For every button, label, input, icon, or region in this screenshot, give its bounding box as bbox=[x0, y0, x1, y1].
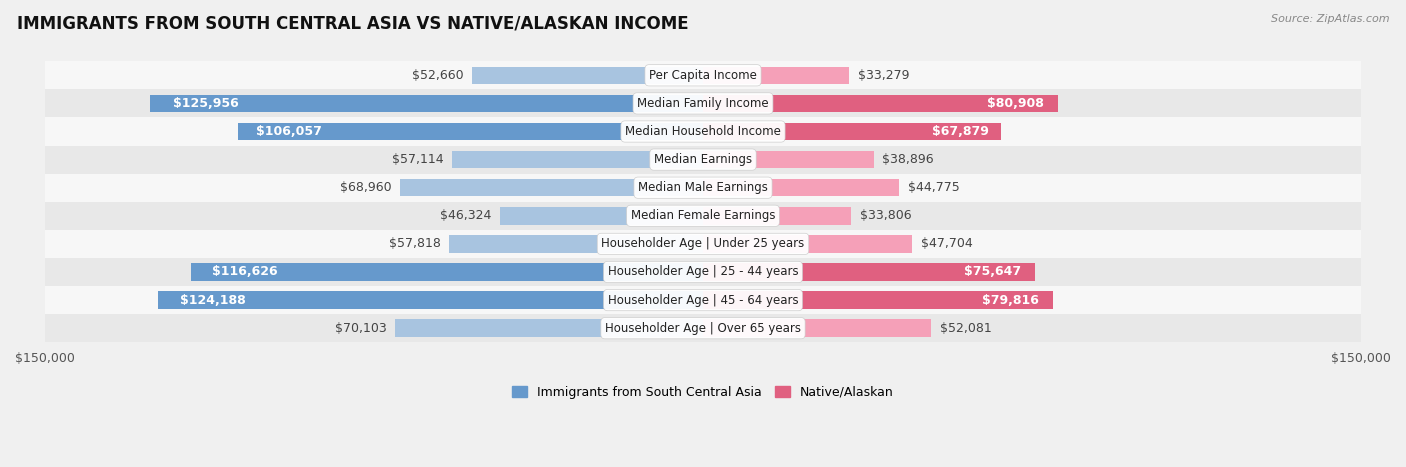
Bar bbox=[499, 207, 703, 225]
Text: Median Male Earnings: Median Male Earnings bbox=[638, 181, 768, 194]
Text: $38,896: $38,896 bbox=[883, 153, 934, 166]
Bar bbox=[401, 179, 703, 197]
Bar bbox=[191, 263, 703, 281]
Text: $70,103: $70,103 bbox=[335, 322, 387, 335]
Bar bbox=[703, 319, 932, 337]
Bar bbox=[703, 207, 851, 225]
Text: $46,324: $46,324 bbox=[440, 209, 491, 222]
Text: $75,647: $75,647 bbox=[965, 265, 1022, 278]
Text: Median Household Income: Median Household Income bbox=[626, 125, 780, 138]
Bar bbox=[703, 123, 1001, 140]
Text: $44,775: $44,775 bbox=[908, 181, 960, 194]
Text: Median Family Income: Median Family Income bbox=[637, 97, 769, 110]
Text: $116,626: $116,626 bbox=[212, 265, 277, 278]
Bar bbox=[45, 286, 1361, 314]
Text: $52,081: $52,081 bbox=[941, 322, 993, 335]
Bar bbox=[450, 235, 703, 253]
Text: $124,188: $124,188 bbox=[180, 294, 246, 307]
Bar bbox=[703, 263, 1035, 281]
Bar bbox=[703, 235, 912, 253]
Text: $125,956: $125,956 bbox=[173, 97, 238, 110]
Bar bbox=[45, 146, 1361, 174]
Text: Householder Age | 45 - 64 years: Householder Age | 45 - 64 years bbox=[607, 294, 799, 307]
Text: $68,960: $68,960 bbox=[340, 181, 392, 194]
Text: $57,818: $57,818 bbox=[388, 237, 440, 250]
Text: Source: ZipAtlas.com: Source: ZipAtlas.com bbox=[1271, 14, 1389, 24]
Text: Householder Age | Over 65 years: Householder Age | Over 65 years bbox=[605, 322, 801, 335]
Bar bbox=[45, 258, 1361, 286]
Text: $79,816: $79,816 bbox=[983, 294, 1039, 307]
Bar bbox=[238, 123, 703, 140]
Bar bbox=[45, 61, 1361, 89]
Text: $106,057: $106,057 bbox=[256, 125, 322, 138]
Text: Median Earnings: Median Earnings bbox=[654, 153, 752, 166]
Legend: Immigrants from South Central Asia, Native/Alaskan: Immigrants from South Central Asia, Nati… bbox=[508, 381, 898, 404]
Text: $33,279: $33,279 bbox=[858, 69, 910, 82]
Bar bbox=[703, 95, 1057, 112]
Bar bbox=[150, 95, 703, 112]
Bar bbox=[159, 291, 703, 309]
Text: $80,908: $80,908 bbox=[987, 97, 1043, 110]
Text: $47,704: $47,704 bbox=[921, 237, 973, 250]
Bar bbox=[45, 230, 1361, 258]
Bar bbox=[45, 314, 1361, 342]
Bar bbox=[45, 117, 1361, 146]
Bar bbox=[703, 151, 873, 168]
Text: $67,879: $67,879 bbox=[932, 125, 988, 138]
Text: Median Female Earnings: Median Female Earnings bbox=[631, 209, 775, 222]
Text: $33,806: $33,806 bbox=[860, 209, 911, 222]
Bar bbox=[45, 202, 1361, 230]
Bar bbox=[703, 179, 900, 197]
Bar bbox=[45, 89, 1361, 117]
Text: IMMIGRANTS FROM SOUTH CENTRAL ASIA VS NATIVE/ALASKAN INCOME: IMMIGRANTS FROM SOUTH CENTRAL ASIA VS NA… bbox=[17, 14, 689, 32]
Text: Per Capita Income: Per Capita Income bbox=[650, 69, 756, 82]
Bar bbox=[472, 67, 703, 84]
Bar bbox=[703, 67, 849, 84]
Bar bbox=[45, 174, 1361, 202]
Text: Householder Age | 25 - 44 years: Householder Age | 25 - 44 years bbox=[607, 265, 799, 278]
Text: $52,660: $52,660 bbox=[412, 69, 463, 82]
Text: $57,114: $57,114 bbox=[392, 153, 444, 166]
Bar bbox=[703, 291, 1053, 309]
Bar bbox=[453, 151, 703, 168]
Bar bbox=[395, 319, 703, 337]
Text: Householder Age | Under 25 years: Householder Age | Under 25 years bbox=[602, 237, 804, 250]
